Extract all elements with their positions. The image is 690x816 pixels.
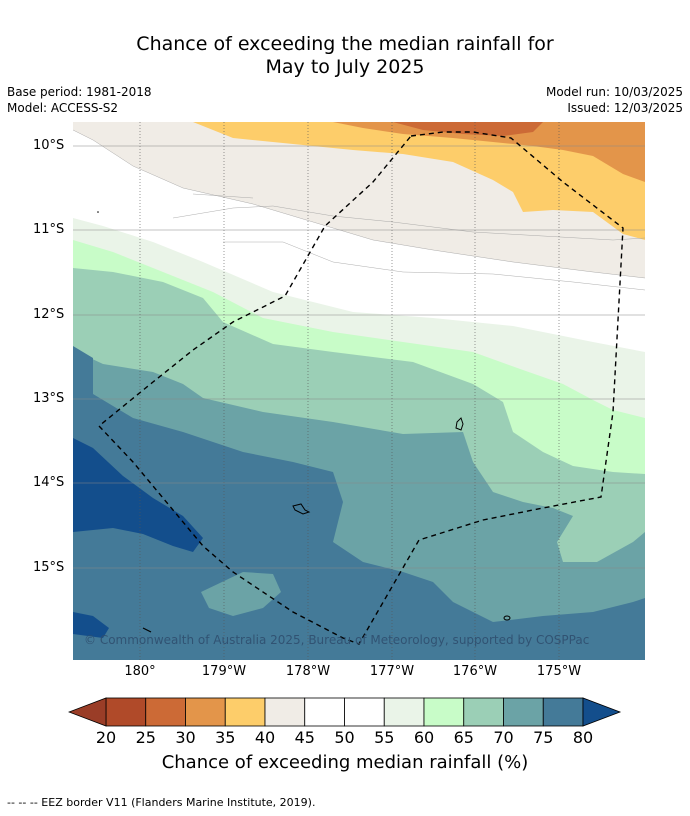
colorbar-cell	[383, 697, 425, 727]
colorbar-cell	[503, 697, 544, 727]
issued-text: Issued: 12/03/2025	[567, 101, 683, 115]
colorbar-tick-label: 50	[334, 728, 355, 747]
contour-35-40	[193, 122, 645, 240]
footer-eez-note: -- -- -- EEZ border V11 (Flanders Marine…	[7, 796, 316, 809]
colorbar-under-arrow	[68, 697, 107, 727]
colorbar-tick-label: 25	[135, 728, 156, 747]
colorbar-cell	[185, 697, 226, 727]
lon-label-175w: 175°W	[536, 664, 582, 679]
colorbar-cell	[542, 697, 584, 727]
colorbar-cells	[105, 697, 584, 727]
colorbar-cell	[145, 697, 186, 727]
rainfall-map	[73, 122, 645, 660]
contour-70-75-patch	[201, 572, 281, 616]
colorbar-cell	[304, 697, 345, 727]
island-futuna	[292, 503, 311, 515]
island-small-sw	[142, 627, 152, 633]
contour-lines	[73, 129, 645, 291]
copyright-text: © Commonwealth of Australia 2025, Bureau…	[84, 633, 590, 647]
colorbar-cell	[264, 697, 306, 727]
colorbar-cell	[105, 697, 147, 727]
meta-right: Model run: 10/03/2025 Issued: 12/03/2025	[546, 84, 683, 116]
island-small-east	[503, 615, 511, 621]
colorbar-tick-label: 35	[215, 728, 236, 747]
meta-left: Base period: 1981-2018 Model: ACCESS-S2	[7, 84, 152, 116]
colorbar-tick-label: 40	[254, 728, 276, 747]
lat-label-15s: 15°S	[33, 560, 65, 575]
colorbar-tick-label: 45	[294, 728, 315, 747]
lat-label-11s: 11°S	[33, 222, 65, 237]
lon-label-176w: 176°W	[452, 664, 498, 679]
island-wallis	[455, 417, 464, 431]
colorbar-tick-label: 65	[453, 728, 474, 747]
lon-label-177w: 177°W	[369, 664, 415, 679]
contour-above-80-small	[73, 612, 109, 638]
base-period-text: Base period: 1981-2018	[7, 85, 152, 99]
colorbar-title: Chance of exceeding median rainfall (%)	[161, 752, 529, 773]
colorbar-cell	[423, 697, 465, 727]
lat-label-12s: 12°S	[33, 307, 65, 322]
graticule	[73, 122, 645, 660]
lon-label-178w: 178°W	[285, 664, 331, 679]
eez-border	[97, 131, 624, 645]
colorbar-tick-label: 60	[413, 728, 435, 747]
island-dot-nw	[97, 211, 99, 213]
contour-25-30	[393, 122, 543, 136]
colorbar-cell	[224, 697, 266, 727]
colorbar-over-arrow	[582, 697, 622, 727]
colorbar-cell	[463, 697, 504, 727]
map-title-line-1: Chance of exceeding the median rainfall …	[136, 33, 554, 55]
colorbar	[68, 697, 622, 727]
model-run-text: Model run: 10/03/2025	[545, 85, 683, 99]
colorbar-tick-label: 80	[572, 728, 594, 747]
lon-label-179w: 179°W	[201, 664, 247, 679]
colorbar-tick-label: 75	[533, 728, 554, 747]
map-title-line-2: May to July 2025	[265, 56, 425, 78]
contour-above-80	[73, 438, 203, 552]
colorbar-cell	[344, 697, 385, 727]
colorbar-tick-label: 20	[95, 728, 117, 747]
lon-label-180: 180°	[124, 664, 156, 679]
colorbar-tick-label: 30	[175, 728, 196, 747]
contour-75-80	[73, 346, 645, 660]
lat-label-10s: 10°S	[33, 138, 65, 153]
lat-label-13s: 13°S	[33, 391, 65, 406]
colorbar-tick-label: 70	[493, 728, 514, 747]
contour-30-35	[333, 122, 645, 182]
model-text: Model: ACCESS-S2	[7, 101, 119, 115]
lat-label-14s: 14°S	[33, 475, 65, 490]
colorbar-tick-label: 55	[374, 728, 395, 747]
